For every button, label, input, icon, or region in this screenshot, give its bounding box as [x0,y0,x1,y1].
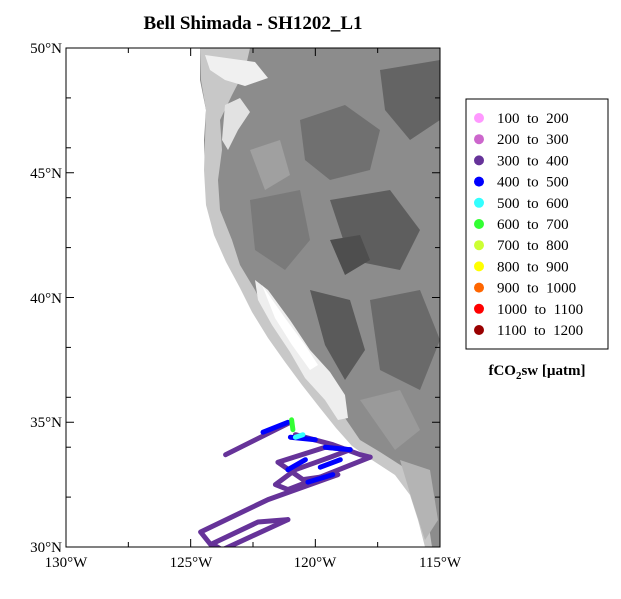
legend-swatch-4 [474,197,484,208]
legend-label-3: 400 to 500 [497,175,569,191]
map-title: Bell Shimada - SH1202_L1 [143,13,362,34]
lon-label-125: 125°W [170,555,213,571]
ship-track [198,417,373,547]
legend-swatch-8 [474,282,484,293]
track-segment-13 [289,417,296,433]
lon-label-115: 115°W [419,555,462,571]
lat-label-35: 35°N [30,415,62,431]
legend-swatch-5 [474,219,484,229]
legend-swatch-2 [474,155,484,166]
legend-box [465,98,609,350]
legend-title-subscript: 2 [516,370,522,382]
legend-swatch-1 [474,134,484,145]
legend-label-10: 1100 to 1200 [497,323,583,339]
track-segment-8 [322,444,353,453]
legend-label-0: 100 to 200 [497,111,569,127]
track-segment-9 [285,457,308,473]
legend-label-2: 300 to 400 [497,153,569,169]
topography-relief [66,48,440,547]
lat-label-30: 30°N [30,540,62,556]
legend-swatch-0 [474,113,484,123]
legend-title-rest: sw [µatm] [521,363,585,379]
lat-label-40: 40°N [30,291,62,307]
lon-label-130: 130°W [45,555,88,571]
axis-ticks [65,47,441,548]
legend-swatch-3 [474,176,484,187]
legend-label-8: 900 to 1000 [497,281,576,297]
legend-label-4: 500 to 600 [497,196,569,212]
track-segment-5 [210,517,291,547]
lon-label-120: 120°W [294,555,337,571]
legend-swatch-7 [474,261,484,272]
track-segment-11 [317,457,343,470]
track-segment-4 [198,472,341,547]
lat-label-50: 50°N [30,41,62,57]
lat-label-45: 45°N [30,166,62,182]
legend-title-main: fCO [488,363,516,379]
legend-label-9: 1000 to 1100 [497,302,583,318]
track-segment-6 [260,419,291,435]
legend-swatch-6 [474,240,484,251]
legend-entries: 100 to 200 200 to 300 300 to 400 400 to 500… [474,111,583,339]
legend-label-6: 700 to 800 [497,238,569,254]
legend-swatch-9 [474,303,484,314]
legend-label-1: 200 to 300 [497,132,569,148]
legend-label-7: 800 to 900 [497,259,569,275]
legend-title: fCO2sw [µatm] [488,363,585,382]
legend-label-5: 600 to 700 [497,217,569,233]
track-segment-12 [292,432,306,440]
track-segment-10 [305,472,336,485]
legend-swatch-10 [474,325,484,335]
